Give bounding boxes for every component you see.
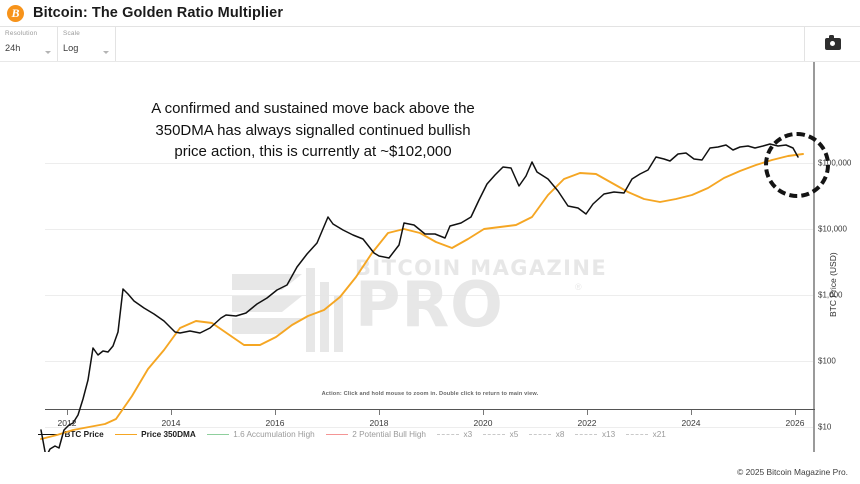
legend-swatch-x8 — [529, 433, 552, 435]
footer-copyright: © 2025 Bitcoin Magazine Pro. — [737, 467, 848, 477]
page-title: Bitcoin: The Golden Ratio Multiplier — [33, 5, 284, 21]
gridline-100000 — [45, 163, 815, 164]
chevron-down-icon — [103, 51, 109, 54]
x-tick-label-2014: 2014 — [161, 418, 181, 428]
x-tick-2012 — [67, 410, 68, 415]
legend-label-x13: x13 — [601, 429, 616, 439]
app-titlebar: B Bitcoin: The Golden Ratio Multiplier — [0, 0, 860, 26]
legend-label-x5: x5 — [509, 429, 519, 439]
legend-label-potential-bull-high: 2 Potential Bull High — [352, 429, 426, 439]
legend-label-accumulation-high: 1.6 Accumulation High — [233, 429, 315, 439]
y-tick-label-100000: $100,000 — [818, 158, 852, 168]
resolution-value: 24h — [5, 43, 21, 53]
x-axis-line — [45, 409, 815, 410]
legend-item-btc-price[interactable]: BTC Price — [38, 430, 104, 439]
legend-item-price-350dma[interactable]: Price 350DMA — [114, 429, 196, 439]
legend-item-x5[interactable]: x5 — [483, 430, 518, 439]
resolution-dropdown[interactable]: Resolution 24h — [0, 27, 58, 61]
chart-legend: BTC Price Price 350DMA 1.6 Accumulation … — [0, 420, 860, 448]
legend-swatch-x3 — [436, 433, 459, 435]
legend-swatch-accumulation-high — [206, 433, 229, 435]
legend-label-btc-price: BTC Price — [64, 429, 104, 439]
x-tick-label-2022: 2022 — [577, 418, 597, 428]
gridline-100 — [45, 361, 815, 362]
scale-label: Scale — [63, 30, 80, 37]
y-tick-label-100: $100 — [818, 356, 836, 366]
gridline-10 — [45, 427, 815, 428]
x-tick-2024 — [691, 410, 692, 415]
legend-label-x8: x8 — [555, 429, 565, 439]
legend-item-x8[interactable]: x8 — [529, 430, 564, 439]
legend-swatch-potential-bull-high — [325, 433, 348, 435]
bitcoin-icon: B — [7, 4, 24, 22]
x-tick-label-2024: 2024 — [681, 418, 701, 428]
y-tick-label-10000: $10,000 — [818, 224, 847, 234]
y-axis-line — [813, 62, 815, 452]
camera-icon — [824, 35, 841, 50]
toolbar-spacer — [116, 27, 805, 61]
legend-swatch-price-350dma — [114, 433, 137, 435]
x-tick-2020 — [483, 410, 484, 415]
series-price-350dma — [40, 153, 804, 440]
legend-swatch-x13 — [575, 433, 598, 435]
y-tick-label-10: $10 — [818, 422, 832, 432]
legend-label-price-350dma: Price 350DMA — [141, 429, 196, 439]
resolution-label: Resolution — [5, 30, 38, 37]
chevron-down-icon — [45, 51, 51, 54]
gridline-10000 — [45, 229, 815, 230]
legend-item-accumulation-high[interactable]: 1.6 Accumulation High — [206, 429, 315, 439]
x-tick-label-2016: 2016 — [265, 418, 285, 428]
x-tick-label-2020: 2020 — [473, 418, 493, 428]
chart-plot-svg — [40, 143, 804, 452]
legend-label-x3: x3 — [463, 429, 473, 439]
x-tick-label-2018: 2018 — [369, 418, 389, 428]
scale-value: Log — [63, 43, 79, 53]
legend-swatch-x21 — [626, 433, 649, 435]
legend-item-x21[interactable]: x21 — [626, 430, 666, 439]
legend-swatch-btc-price — [38, 433, 60, 435]
legend-item-x13[interactable]: x13 — [575, 430, 615, 439]
x-tick-label-2026: 2026 — [785, 418, 805, 428]
highlight-circle-annotation — [764, 132, 830, 198]
x-tick-2026 — [795, 410, 796, 415]
chart-toolbar: Resolution 24h Scale Log — [0, 26, 860, 62]
y-tick-label-1000: $1,000 — [818, 290, 843, 300]
x-tick-2014 — [171, 410, 172, 415]
scale-dropdown[interactable]: Scale Log — [58, 27, 116, 61]
chart-container[interactable]: BITCOIN MAGAZINE PRO ® A confirmed and s… — [0, 62, 860, 452]
x-tick-2018 — [379, 410, 380, 415]
chart-action-hint: Action: Click and hold mouse to zoom in.… — [321, 391, 539, 397]
legend-label-x21: x21 — [652, 429, 666, 439]
x-tick-2022 — [587, 410, 588, 415]
legend-swatch-x5 — [483, 433, 506, 435]
gridline-1000 — [45, 295, 815, 296]
series-btc-price — [40, 143, 799, 452]
screenshot-button[interactable] — [805, 27, 860, 61]
x-tick-label-2012: 2012 — [57, 418, 77, 428]
legend-item-x3[interactable]: x3 — [436, 429, 473, 439]
legend-item-potential-bull-high[interactable]: 2 Potential Bull High — [325, 429, 426, 439]
chart-annotation-text: A confirmed and sustained move back abov… — [151, 100, 475, 160]
x-tick-2016 — [275, 410, 276, 415]
